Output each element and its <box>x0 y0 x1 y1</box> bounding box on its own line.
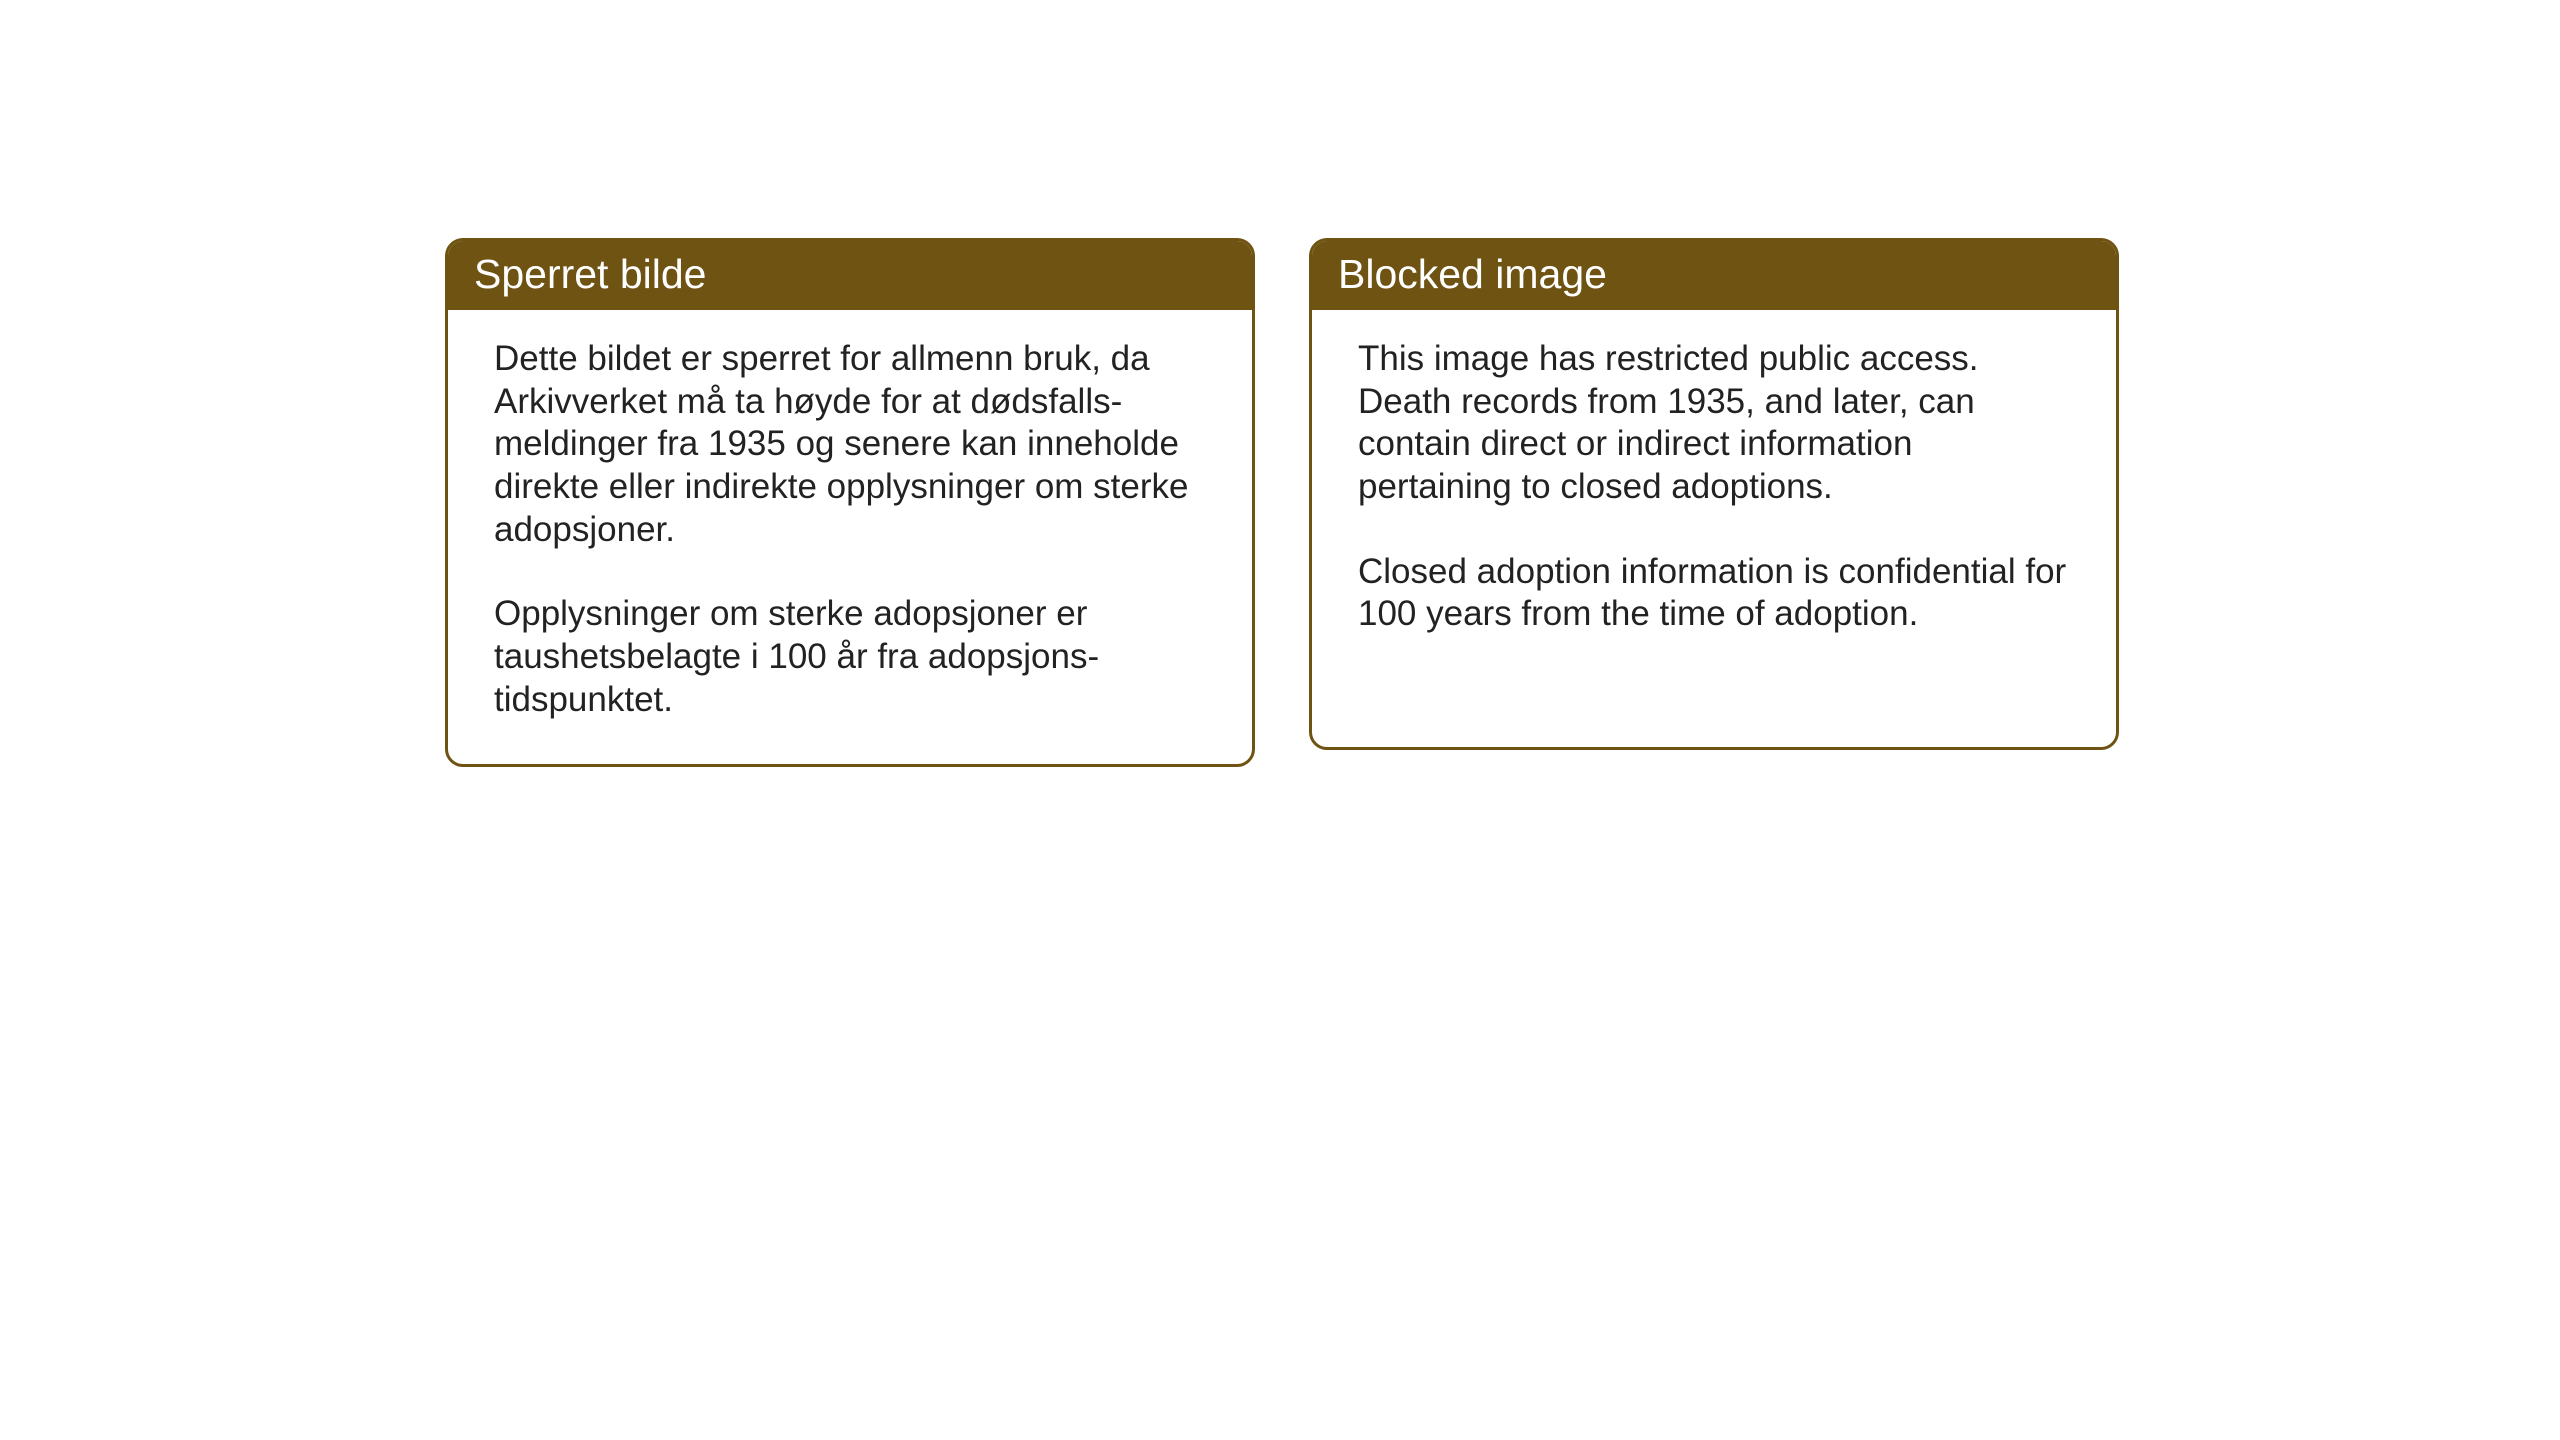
paragraph-english-2: Closed adoption information is confident… <box>1358 551 2074 636</box>
notice-container: Sperret bilde Dette bildet er sperret fo… <box>445 238 2119 767</box>
card-title-norwegian: Sperret bilde <box>474 251 706 297</box>
notice-card-norwegian: Sperret bilde Dette bildet er sperret fo… <box>445 238 1255 767</box>
paragraph-english-1: This image has restricted public access.… <box>1358 338 2074 509</box>
card-body-english: This image has restricted public access.… <box>1312 310 2116 678</box>
paragraph-norwegian-2: Opplysninger om sterke adopsjoner er tau… <box>494 593 1210 721</box>
card-title-english: Blocked image <box>1338 251 1607 297</box>
card-header-norwegian: Sperret bilde <box>448 241 1252 310</box>
paragraph-norwegian-1: Dette bildet er sperret for allmenn bruk… <box>494 338 1210 551</box>
card-header-english: Blocked image <box>1312 241 2116 310</box>
notice-card-english: Blocked image This image has restricted … <box>1309 238 2119 750</box>
card-body-norwegian: Dette bildet er sperret for allmenn bruk… <box>448 310 1252 764</box>
